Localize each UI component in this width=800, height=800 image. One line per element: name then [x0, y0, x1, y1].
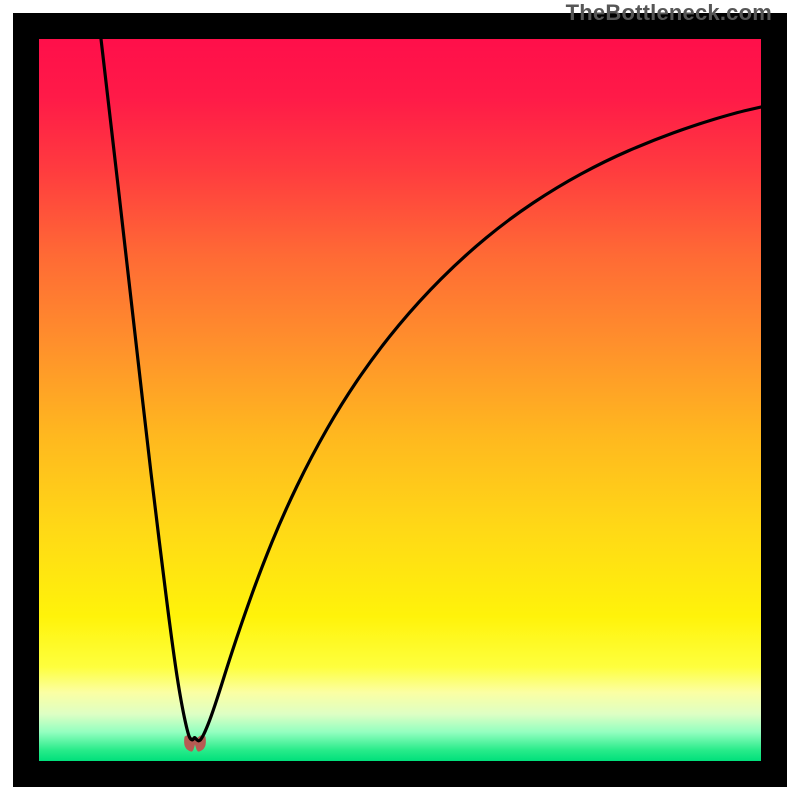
chart-stage: TheBottleneck.com: [0, 0, 800, 800]
plot-frame: [13, 13, 787, 787]
watermark-label: TheBottleneck.com: [566, 0, 772, 26]
